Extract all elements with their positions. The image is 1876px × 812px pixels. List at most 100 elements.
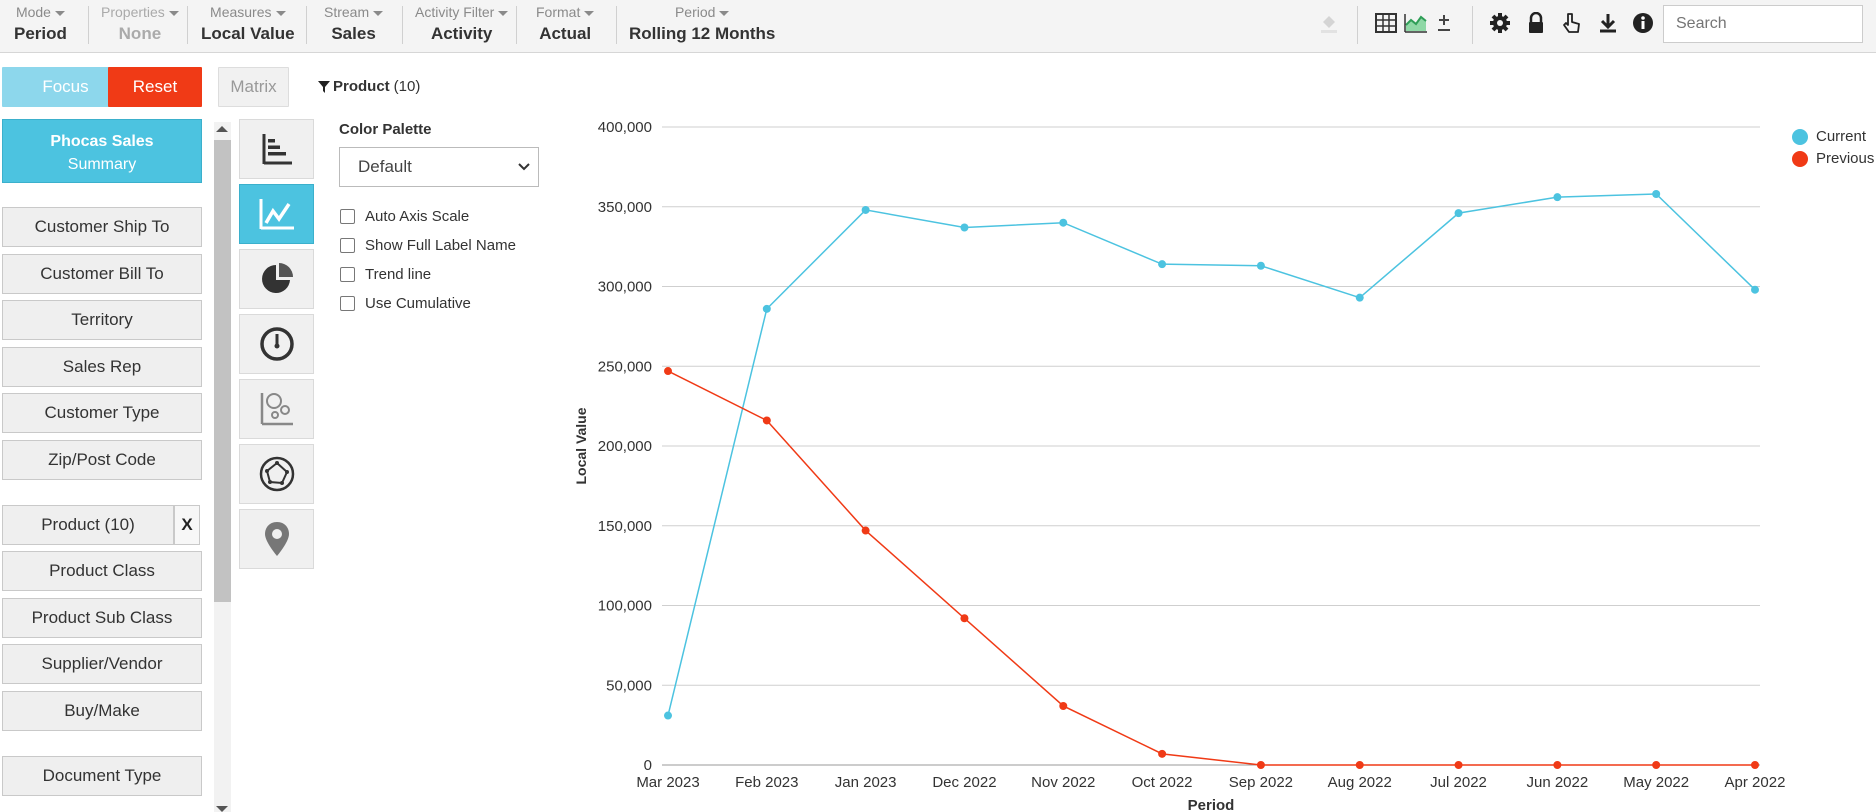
search-input[interactable] <box>1663 5 1863 43</box>
trend-line-checkbox[interactable]: Trend line <box>340 266 431 283</box>
divider <box>187 6 188 44</box>
dimension-customer-type[interactable]: Customer Type <box>2 393 202 433</box>
dimension-product[interactable]: Product (10) <box>2 505 174 545</box>
checkbox-box[interactable] <box>340 296 355 311</box>
plus-minus-icon[interactable] <box>1431 10 1457 36</box>
data-point-previous <box>1751 761 1759 769</box>
filter-name: Product <box>333 78 390 95</box>
reset-button[interactable]: Reset <box>108 67 202 107</box>
auto-axis-scale-checkbox[interactable]: Auto Axis Scale <box>340 208 469 225</box>
remove-filter-button[interactable]: X <box>174 505 200 545</box>
data-point-previous <box>1652 761 1661 769</box>
line-chart: 0 50,000 100,000 150,000 200,000 250,000 300,0… <box>573 119 1786 812</box>
gauge-icon[interactable] <box>239 314 314 374</box>
x-tick-label: Oct 2022 <box>1132 774 1193 791</box>
legend-item-previous[interactable]: Previous <box>1792 150 1874 167</box>
divider <box>1472 6 1473 44</box>
divider <box>616 6 617 44</box>
map-pin-icon[interactable] <box>239 509 314 569</box>
y-tick-label: 100,000 <box>598 598 652 615</box>
dimension-document-type[interactable]: Document Type <box>2 756 202 796</box>
data-point-current <box>1454 209 1463 218</box>
pie-chart-icon[interactable] <box>239 249 314 309</box>
area-chart-icon[interactable] <box>1403 10 1429 36</box>
measures-selector[interactable]: Measures Local Value <box>201 0 295 53</box>
dimension-product-sub-class[interactable]: Product Sub Class <box>2 598 202 638</box>
scroll-up-icon[interactable] <box>216 126 228 132</box>
line-chart-icon[interactable] <box>239 184 314 244</box>
scroll-down-icon[interactable] <box>216 806 228 812</box>
dimension-customer-ship-to[interactable]: Customer Ship To <box>2 207 202 247</box>
measures-value: Local Value <box>201 24 295 43</box>
dimension-territory[interactable]: Territory <box>2 300 202 340</box>
color-palette-select[interactable]: Default <box>339 147 539 187</box>
y-tick-label: 150,000 <box>598 518 652 535</box>
dimension-supplier-vendor[interactable]: Supplier/Vendor <box>2 644 202 684</box>
summary-title: Phocas Sales <box>50 133 154 150</box>
format-selector[interactable]: Format Actual <box>536 0 594 53</box>
x-tick-label: Apr 2022 <box>1725 774 1786 791</box>
info-icon[interactable] <box>1630 10 1656 36</box>
x-tick-label: Sep 2022 <box>1229 774 1293 791</box>
data-point-current <box>762 304 771 313</box>
mode-selector[interactable]: Mode Period <box>14 0 67 53</box>
paint-bucket-icon[interactable] <box>1316 10 1342 36</box>
stream-selector[interactable]: Stream Sales <box>324 0 383 53</box>
matrix-button[interactable]: Matrix <box>218 67 289 107</box>
show-full-label-name-checkbox[interactable]: Show Full Label Name <box>340 237 516 254</box>
download-icon[interactable] <box>1595 10 1621 36</box>
table-icon[interactable] <box>1373 10 1399 36</box>
data-point-current <box>1553 193 1562 202</box>
filter-icon <box>318 80 330 93</box>
scrollbar-thumb[interactable] <box>214 140 231 602</box>
checkbox-box[interactable] <box>340 209 355 224</box>
data-point-previous <box>1158 749 1167 758</box>
dimension-buy-make[interactable]: Buy/Make <box>2 691 202 731</box>
checkbox-label: Trend line <box>365 266 432 283</box>
data-point-current <box>664 711 672 720</box>
dimension-zip-post-code[interactable]: Zip/Post Code <box>2 440 202 480</box>
activity-filter-selector[interactable]: Activity Filter Activity <box>415 0 508 53</box>
color-palette-value: Default <box>358 157 412 176</box>
gear-icon[interactable] <box>1487 10 1513 36</box>
legend-label-current: Current <box>1816 128 1867 145</box>
hand-pointer-icon[interactable] <box>1559 10 1585 36</box>
x-tick-label: Aug 2022 <box>1328 774 1392 791</box>
dimension-sales-rep[interactable]: Sales Rep <box>2 347 202 387</box>
x-axis-title: Period <box>1188 797 1235 812</box>
active-filter[interactable]: Product (10) <box>318 78 420 95</box>
legend-item-current[interactable]: Current <box>1792 128 1866 145</box>
bar-chart-icon[interactable] <box>239 119 314 179</box>
series-line-previous <box>667 370 1755 766</box>
data-point-previous <box>762 416 771 425</box>
use-cumulative-checkbox[interactable]: Use Cumulative <box>340 295 471 312</box>
data-point-current <box>1158 260 1167 269</box>
format-value: Actual <box>539 24 592 43</box>
data-point-current <box>861 205 870 214</box>
phocas-sales-summary[interactable]: Phocas Sales Summary <box>2 119 202 183</box>
y-tick-label: 0 <box>644 757 652 774</box>
filter-count: (10) <box>393 78 421 95</box>
checkbox-box[interactable] <box>340 267 355 282</box>
x-tick-label: Jul 2022 <box>1430 774 1487 791</box>
dimension-product-class[interactable]: Product Class <box>2 551 202 591</box>
data-point-current <box>1751 285 1759 294</box>
dimension-customer-bill-to[interactable]: Customer Bill To <box>2 254 202 294</box>
measures-label: Measures <box>201 4 295 20</box>
properties-selector[interactable]: Properties None <box>101 0 179 53</box>
top-toolbar: Mode Period Properties None Measures Loc… <box>0 0 1876 53</box>
checkbox-box[interactable] <box>340 238 355 253</box>
lock-icon[interactable] <box>1523 10 1549 36</box>
bubble-chart-icon[interactable] <box>239 379 314 439</box>
y-tick-label: 350,000 <box>598 199 652 216</box>
radar-chart-icon[interactable] <box>239 444 314 504</box>
period-selector[interactable]: Period Rolling 12 Months <box>629 0 775 53</box>
y-axis-title: Local Value <box>573 407 589 484</box>
y-tick-label: 250,000 <box>598 358 652 375</box>
legend-swatch-previous <box>1792 150 1808 167</box>
divider <box>516 6 517 44</box>
data-point-current <box>960 223 969 232</box>
data-point-current <box>1355 293 1364 302</box>
focus-button[interactable]: Focus <box>2 67 129 107</box>
activity-filter-label: Activity Filter <box>415 4 508 20</box>
